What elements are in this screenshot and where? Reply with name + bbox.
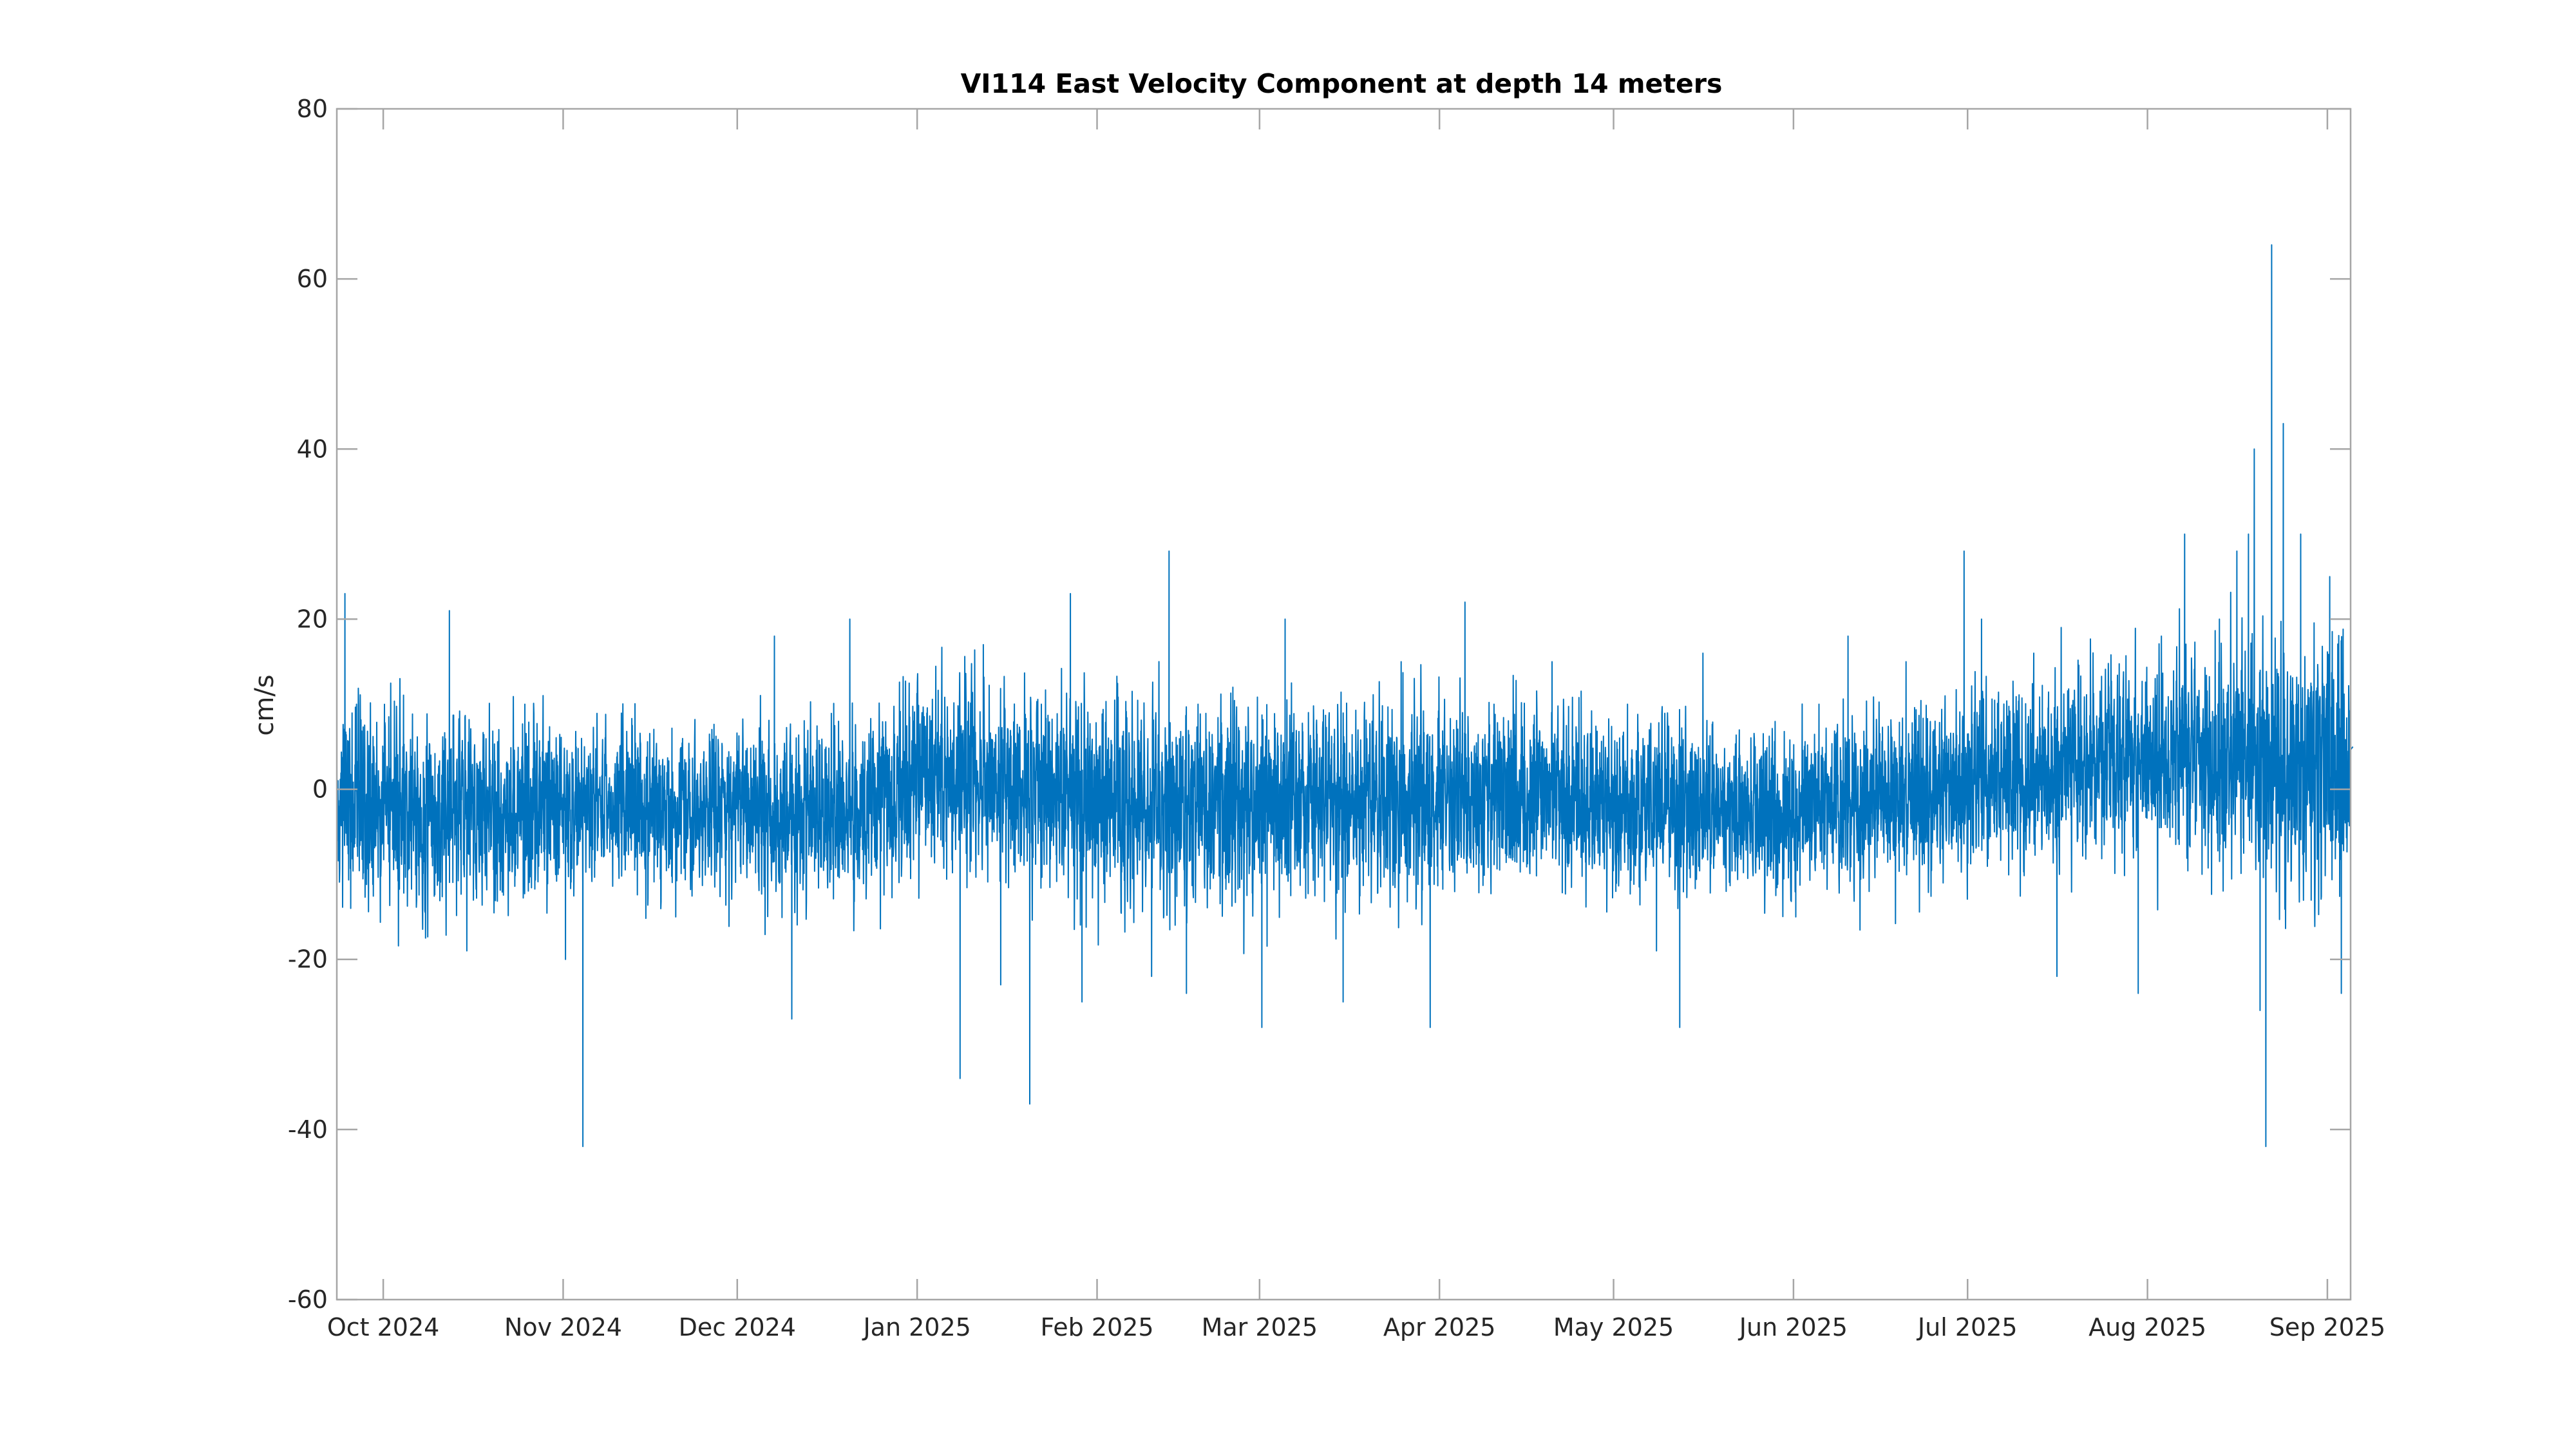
plot-area: -60 -40 -20 0 20 40 60 80 Oct 2024 Nov 2024 Dec 20… [288,95,2385,1341]
y-tick-label: 40 [297,435,328,463]
y-axis-label: cm/s [250,674,279,735]
y-tick-label: 80 [297,95,328,123]
y-tick-label: -40 [288,1115,328,1144]
y-tick-label: -60 [288,1285,328,1314]
x-tick-label: May 2025 [1553,1313,1674,1341]
x-tick-label: Jul 2025 [1917,1313,2018,1341]
y-tick-label: 60 [297,265,328,293]
x-tick-label: Jun 2025 [1738,1313,1848,1341]
x-tick-label: Aug 2025 [2088,1313,2206,1341]
x-tick-label: Jan 2025 [862,1313,971,1341]
chart-title: VI114 East Velocity Component at depth 1… [961,68,1723,99]
x-tick-label: Dec 2024 [679,1313,796,1341]
x-tick-label: Oct 2024 [327,1313,440,1341]
y-tick-label: 20 [297,605,328,633]
y-tick-label: 0 [312,775,328,804]
x-tick-label: Nov 2024 [504,1313,622,1341]
x-tick-label: Feb 2025 [1040,1313,1153,1341]
x-tick-label: Sep 2025 [2269,1313,2385,1341]
axes-box [336,108,2352,1301]
y-tick-label: -20 [288,945,328,974]
series-line [336,244,2354,1148]
x-tick-label: Apr 2025 [1383,1313,1496,1341]
x-tick-label: Mar 2025 [1202,1313,1318,1341]
